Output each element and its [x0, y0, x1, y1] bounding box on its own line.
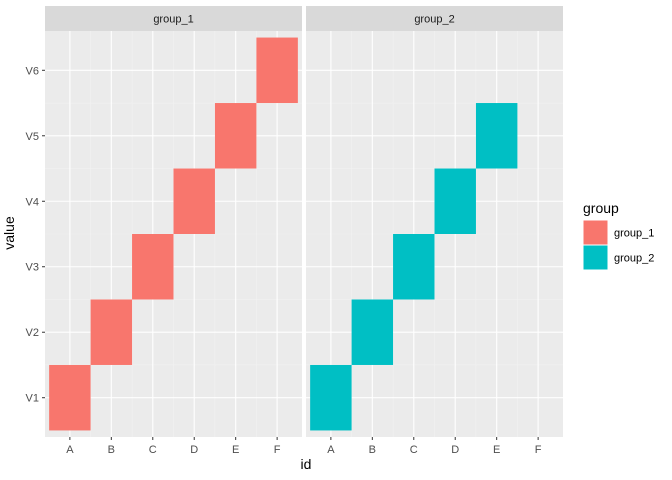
legend: group group_1 group_2 [582, 200, 654, 271]
x-tick-label-E: E [232, 444, 239, 456]
x-tick-label-C: C [410, 444, 418, 456]
tile-group_1-F-V6 [256, 37, 298, 104]
tile-group_1-A-V1 [49, 364, 91, 431]
tile-group_1-E-V5 [214, 103, 257, 169]
x-tick-label-D: D [190, 444, 198, 456]
facet-strip [306, 6, 563, 31]
tile-group_2-E-V5 [475, 103, 518, 169]
axes: id value [1, 216, 311, 472]
legend-label-group_1: group_1 [614, 228, 654, 240]
y-tick-label-V3: V3 [26, 262, 39, 274]
facet-panel-group_1: group_1 A B C D E F V1 V2 V3 V4 V5 V6 [26, 6, 302, 456]
x-axis-title: id [301, 456, 312, 472]
y-tick-label-V2: V2 [26, 327, 39, 339]
x-tick-label-C: C [149, 444, 157, 456]
y-tick-label-V5: V5 [26, 131, 39, 143]
tile-group_2-D-V4 [434, 168, 476, 234]
y-tick-label-V1: V1 [26, 393, 39, 405]
x-tick-label-B: B [108, 444, 115, 456]
x-tick-label-F: F [274, 444, 281, 456]
legend-key-group_2 [582, 244, 609, 271]
tile-group_2-B-V2 [351, 299, 394, 365]
tile-group_2-A-V1 [310, 364, 352, 431]
x-tick-label-E: E [493, 444, 500, 456]
legend-key-group_1 [582, 219, 609, 246]
x-tick-label-D: D [451, 444, 459, 456]
y-axis-title: value [1, 216, 17, 250]
tile-group_1-B-V2 [90, 299, 133, 365]
x-tick-label-B: B [369, 444, 376, 456]
tile-group_1-C-V3 [132, 234, 174, 300]
facet-strip-label: group_2 [414, 14, 454, 26]
legend-title: group [583, 200, 619, 216]
tile-group_2-C-V3 [393, 234, 435, 300]
facet-strip [45, 6, 302, 31]
x-tick-label-A: A [66, 444, 74, 456]
x-tick-label-A: A [327, 444, 335, 456]
tile-group_1-D-V4 [173, 168, 215, 234]
legend-label-group_2: group_2 [614, 253, 654, 265]
facet-panels: group_1 A B C D E F V1 V2 V3 V4 V5 V6 group_2 A B C D E F [26, 6, 563, 456]
y-tick-label-V6: V6 [26, 65, 39, 77]
x-tick-label-F: F [535, 444, 542, 456]
facet-panel-group_2: group_2 A B C D E F [306, 6, 563, 456]
y-tick-label-V4: V4 [26, 196, 39, 208]
facet-strip-label: group_1 [153, 14, 193, 26]
